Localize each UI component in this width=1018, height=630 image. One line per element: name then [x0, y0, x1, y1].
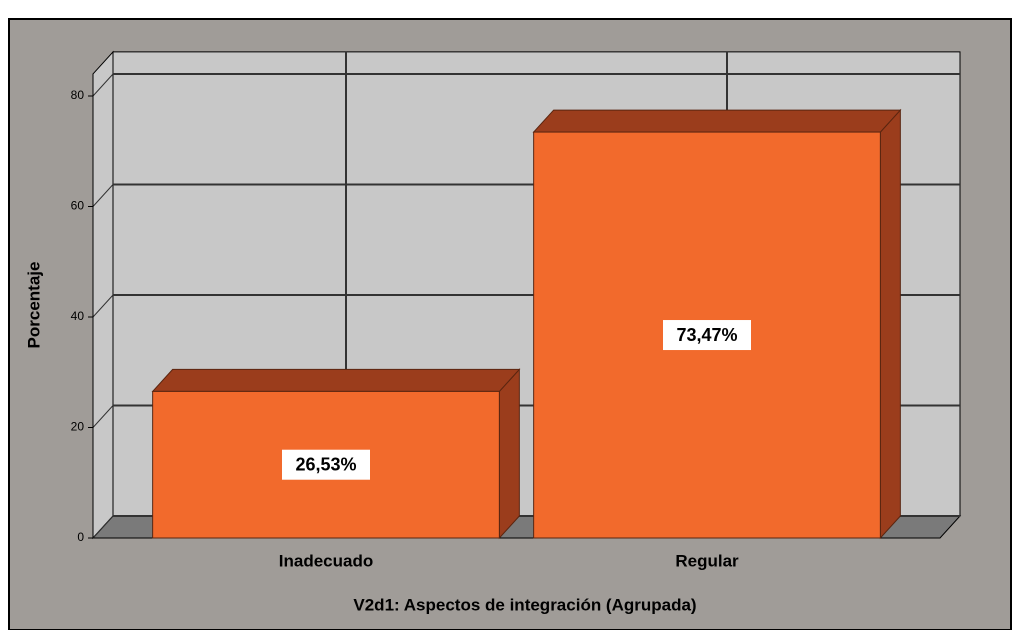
side-wall: [92, 50, 114, 540]
y-tick-label: 80: [71, 88, 85, 102]
bar-side: [498, 368, 520, 540]
grid-line-side: [92, 184, 114, 207]
grid-line-side: [92, 294, 114, 318]
y-tick-label: 0: [77, 530, 84, 544]
y-tick-label: 60: [71, 199, 85, 213]
y-tick-label: 20: [71, 420, 85, 434]
y-axis-title: Porcentaje: [24, 262, 43, 349]
value-label: 73,47%: [676, 325, 737, 345]
x-tick-label: Regular: [675, 551, 739, 570]
bar-top: [532, 109, 902, 133]
value-label-bg: [663, 320, 751, 351]
grid-line-side: [92, 73, 114, 97]
bar-side: [879, 108, 901, 540]
value-label: 26,53%: [295, 454, 356, 474]
grid-line-side: [92, 405, 114, 428]
value-label-bg: [282, 449, 370, 480]
y-tick-label: 40: [71, 309, 85, 323]
grid-line-side: [92, 515, 114, 539]
x-axis-title: V2d1: Aspectos de integración (Agrupada): [353, 595, 696, 614]
x-tick-label: Inadecuado: [279, 551, 373, 570]
bar-top: [151, 368, 521, 392]
